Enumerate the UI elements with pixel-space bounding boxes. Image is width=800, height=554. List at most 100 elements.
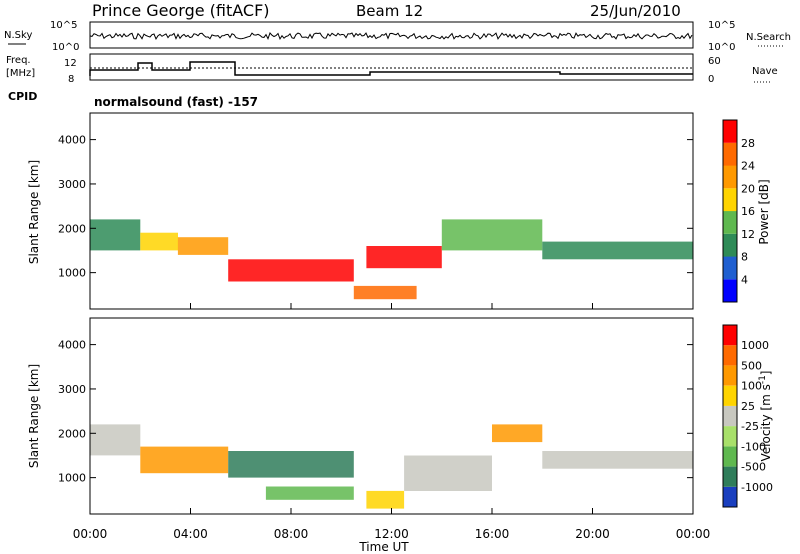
power-colorbar-label: Power [dB] <box>757 179 771 244</box>
power-colorbar-swatch-2 <box>723 233 737 257</box>
freq-frame <box>89 53 694 81</box>
nsky-right-tick-bottom: 10^0 <box>708 42 735 53</box>
velocity-colorbar-tick-2: 100 <box>741 380 762 393</box>
power-colorbar-swatch-0 <box>723 279 737 303</box>
velocity-band-5 <box>404 455 492 491</box>
nsky-left-tick-top: 10^5 <box>50 20 77 31</box>
velocity-band-2 <box>228 451 354 478</box>
freq-unit-label: [MHz] <box>6 68 35 79</box>
time-tick-label-4: 16:00 <box>475 527 510 541</box>
freq-label: Freq. <box>6 55 31 66</box>
time-tick-label-1: 04:00 <box>173 527 208 541</box>
velocity-band-3 <box>265 486 354 500</box>
power-colorbar-tick-2: 12 <box>741 228 755 241</box>
velocity-colorbar: 1000 500 100 25 -25 -100 -500 -1000 <box>722 324 773 508</box>
time-tick-label-0: 00:00 <box>73 527 108 541</box>
velocity-colorbar-swatch-5 <box>723 385 737 406</box>
nsearch-label: N.Search <box>746 32 791 43</box>
nsky-right-tick-top: 10^5 <box>708 20 735 31</box>
power-ytick-label-2: 3000 <box>58 178 86 191</box>
power-colorbar-tick-5: 24 <box>741 160 755 173</box>
freq-trace <box>89 61 693 76</box>
velocity-ylabel: Slant Range [km] <box>27 364 41 468</box>
velocity-colorbar-swatch-4 <box>723 405 737 427</box>
velocity-ytick-label-0: 1000 <box>58 472 86 485</box>
freq-left-tick-bottom: 8 <box>68 74 74 85</box>
power-colorbar-swatch-6 <box>723 142 737 166</box>
velocity-colorbar-swatch-8 <box>723 325 737 346</box>
power-colorbar-swatch-1 <box>723 256 737 280</box>
velocity-colorbar-swatch-0 <box>723 486 737 507</box>
velocity-colorbar-swatch-3 <box>723 426 737 447</box>
power-y-axis: 1000 2000 3000 4000 <box>58 134 693 280</box>
power-band-4 <box>353 285 417 300</box>
velocity-data-layer <box>90 424 694 509</box>
velocity-colorbar-swatch-6 <box>723 365 737 386</box>
cpid-text: normalsound (fast) -157 <box>94 95 258 109</box>
velocity-colorbar-frame <box>722 324 738 508</box>
freq-right-tick-bottom: 0 <box>708 74 714 85</box>
time-tick-label-6: 00:00 <box>676 527 711 541</box>
power-colorbar-tick-1: 8 <box>741 251 748 264</box>
power-colorbar-tick-0: 4 <box>741 273 748 286</box>
power-ylabel: Slant Range [km] <box>27 160 41 264</box>
power-ytick-label-1: 2000 <box>58 222 86 235</box>
power-band-2 <box>177 237 229 255</box>
velocity-colorbar-tick-0: 1000 <box>741 339 769 352</box>
power-colorbar-tick-4: 20 <box>741 182 755 195</box>
velocity-panel: 1000 2000 3000 4000 Slant Range [km] 1000 50… <box>27 317 773 515</box>
time-tick-label-3: 12:00 <box>374 527 409 541</box>
power-colorbar-swatch-3 <box>723 211 737 234</box>
freq-panel: Freq. [MHz] 12 8 60 0 Nave <box>6 53 778 85</box>
nsky-panel: N.Sky 10^5 10^0 10^5 10^0 N.Search <box>4 20 791 53</box>
velocity-colorbar-tick-7: -1000 <box>741 481 773 494</box>
power-panel: 1000 2000 3000 4000 Slant Range [km] 4 8 12 16… <box>27 112 771 310</box>
power-colorbar-frame <box>722 119 738 303</box>
station-title: Prince George (fitACF) <box>92 1 270 20</box>
nsky-left-tick-bottom: 10^0 <box>52 42 79 53</box>
nave-label: Nave <box>752 66 778 77</box>
nsky-trace <box>89 32 693 41</box>
power-colorbar-swatch-5 <box>723 165 737 189</box>
time-tick-label-2: 08:00 <box>274 527 309 541</box>
power-band-6 <box>441 219 543 251</box>
cpid-label: CPID <box>8 90 37 103</box>
power-data-layer <box>90 219 694 300</box>
power-colorbar-tick-3: 16 <box>741 205 755 218</box>
power-band-7 <box>542 241 694 260</box>
power-band-0 <box>90 219 141 251</box>
power-band-1 <box>140 232 178 251</box>
velocity-band-1 <box>140 446 229 474</box>
velocity-ytick-label-2: 3000 <box>58 383 86 396</box>
time-tick-label-5: 20:00 <box>575 527 610 541</box>
velocity-y-axis: 1000 2000 3000 4000 <box>58 339 693 485</box>
velocity-colorbar-label: Velocity [m s-1] <box>758 371 773 462</box>
power-colorbar-swatch-7 <box>723 120 737 143</box>
velocity-colorbar-swatch-1 <box>723 466 737 487</box>
velocity-band-7 <box>542 451 694 469</box>
date-title: 25/Jun/2010 <box>590 2 681 20</box>
time-axis: 00:00 04:00 08:00 12:00 16:00 20:00 00:00 <box>73 303 711 541</box>
time-axis-label: Time UT <box>358 540 409 554</box>
power-colorbar-tick-6: 28 <box>741 137 755 150</box>
velocity-colorbar-tick-4: -25 <box>741 420 759 433</box>
velocity-band-0 <box>90 424 141 456</box>
power-frame <box>89 112 694 310</box>
power-colorbar: 4 8 12 16 20 24 28 <box>722 119 755 303</box>
nsky-label: N.Sky <box>4 30 32 41</box>
velocity-band-6 <box>492 424 543 443</box>
beam-title: Beam 12 <box>356 2 423 20</box>
velocity-frame <box>89 317 694 515</box>
power-ytick-label-0: 1000 <box>58 267 86 280</box>
power-band-3 <box>228 259 354 282</box>
power-band-5 <box>366 246 442 269</box>
velocity-colorbar-tick-3: 25 <box>741 400 755 413</box>
velocity-colorbar-tick-6: -500 <box>741 461 766 474</box>
velocity-ytick-label-3: 4000 <box>58 339 86 352</box>
nsky-frame <box>89 21 694 49</box>
velocity-colorbar-swatch-2 <box>723 446 737 467</box>
velocity-colorbar-tick-1: 500 <box>741 359 762 372</box>
velocity-ytick-label-1: 2000 <box>58 427 86 440</box>
power-colorbar-swatch-4 <box>723 188 737 212</box>
